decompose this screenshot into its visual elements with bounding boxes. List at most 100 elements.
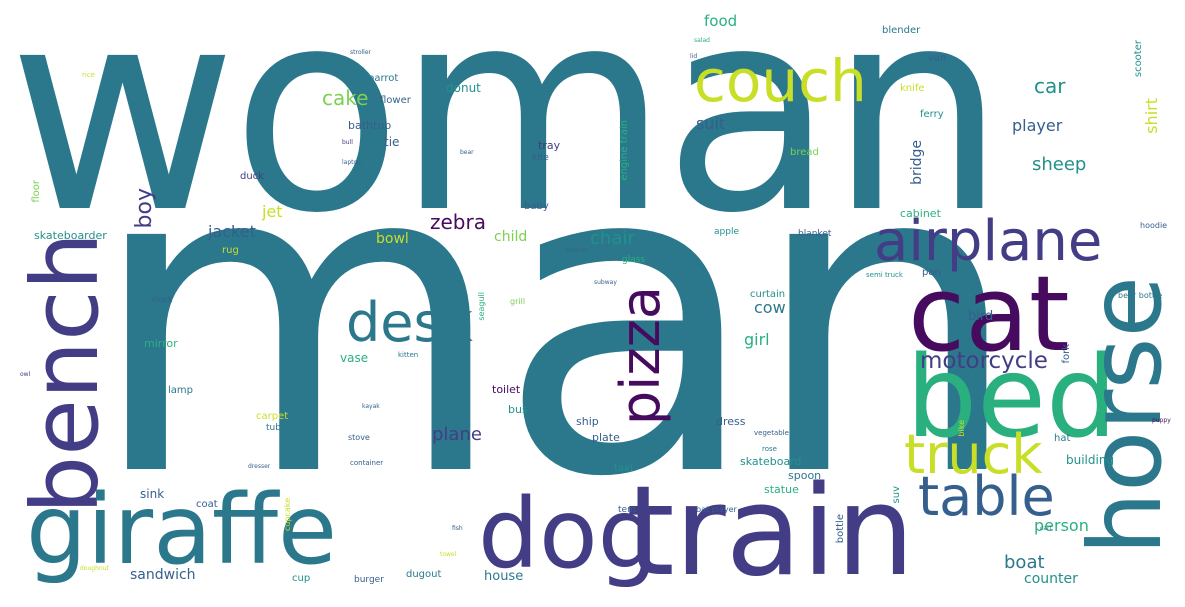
word-fork: fork [1061,344,1072,364]
word-zebra: zebra [430,210,486,234]
word-horse: horse [1067,276,1184,556]
word-plane: plane [432,424,482,445]
word-doughnut: doughnut [80,565,109,572]
word-clock: clock [152,295,173,304]
word-dresser: dresser [248,463,271,470]
word-boat: boat [1004,552,1045,573]
word-blanket: blanket [798,229,832,239]
word-seagull: seagull [477,292,486,321]
word-counter: counter [1024,571,1078,587]
word-couch: couch [694,47,867,115]
word-bathtub: bathtub [348,119,392,132]
word-table: table [918,465,1055,528]
word-hat: hat [1054,433,1071,444]
word-salad: salad [694,37,710,44]
word-van: van [928,53,947,64]
word-player: player [1012,116,1063,135]
word-knife: knife [900,83,925,94]
word-taxi: taxi [614,463,633,474]
word-pan: pan [922,267,941,278]
word-glass: glass [622,255,646,265]
word-toilet: toilet [492,383,521,396]
word-skateboarder: skateboarder [34,229,107,242]
word-kayak: kayak [362,403,380,410]
word-dugout: dugout [406,569,442,580]
word-chair: chair [590,228,635,249]
word-bottle: bottle [835,514,846,544]
word-woman: woman [8,0,1006,275]
word-bear: bear [460,149,474,156]
word-puppy: puppy [1152,417,1171,424]
word-tub: tub [266,423,281,433]
word-person: person [1034,516,1089,535]
word-sink: sink [140,487,165,501]
word-building: building [1066,453,1115,467]
word-donut: donut [446,81,481,95]
word-shirt: shirt [1142,98,1161,134]
word-vase: vase [340,351,369,365]
word-duck: duck [240,171,264,182]
word-bed: bed [906,333,1118,463]
word-bench: bench [12,232,119,515]
word-hoodie: hoodie [1140,221,1168,230]
word-rug: rug [222,245,239,256]
word-carpet: carpet [256,411,289,422]
word-rose: rose [762,445,777,453]
word-statue: statue [764,483,799,496]
word-sheep: sheep [1032,154,1087,175]
word-flower: flower [380,95,411,106]
word-curtain: curtain [750,289,786,300]
word-cake: cake [322,86,369,110]
word-fish: fish [452,525,463,532]
word-cupcake: cupcake [283,498,292,532]
word-tent: tent [618,505,637,515]
word-car: car [1034,74,1066,98]
word-stove: stove [348,433,370,442]
word-dog: dog [478,478,659,590]
word-bowl: bowl [376,231,409,247]
word-airplane: airplane [874,209,1103,274]
word-container: container [350,459,384,467]
word-stroller: stroller [350,49,371,56]
word-rice: rice [82,71,95,79]
word-floor: floor [31,180,42,203]
word-towel: towel [440,551,457,558]
word-desk: desk [346,291,473,354]
word-child: child [494,229,528,245]
word-church: church [566,247,587,254]
word-coat: coat [196,499,218,510]
word-kite: kite [532,153,549,163]
word-motorcycle: motorcycle [920,348,1048,374]
word-tray: tray [538,139,561,152]
word-parrot: parrot [368,73,399,84]
word-cabinet: cabinet [900,207,941,220]
word-laptop: laptop [342,159,361,166]
word-bull: bull [342,139,353,146]
word-engine-train: engine train [619,120,630,181]
word-owl: owl [20,371,31,378]
word-giraffe: giraffe [26,474,338,586]
word-bat-player: bat player [696,505,737,514]
word-lid: lid [690,53,698,60]
word-kitten: kitten [398,351,419,359]
word-tie: tie [384,135,400,149]
word-beer-bottle: beer bottle [1118,291,1163,300]
word-truck: truck [904,423,1043,486]
word-jacket: jacket [208,222,256,241]
word-lamp: lamp [168,385,193,396]
word-bike: bike [957,420,966,437]
word-boy: boy [132,188,157,229]
word-sandwich: sandwich [130,567,196,583]
word-spoon: spoon [788,469,822,482]
word-burger: burger [354,575,384,585]
word-dress: dress [716,415,746,428]
word-food: food [704,12,738,30]
word-vegetable: vegetable [754,429,789,437]
word-suv: suv [891,486,902,504]
word-man: man [88,71,1023,571]
word-ferry: ferry [920,109,944,120]
word-mirror: mirror [144,337,178,350]
word-grill: grill [510,297,526,306]
word-cup: cup [292,573,311,584]
word-bird: bird [968,309,994,324]
